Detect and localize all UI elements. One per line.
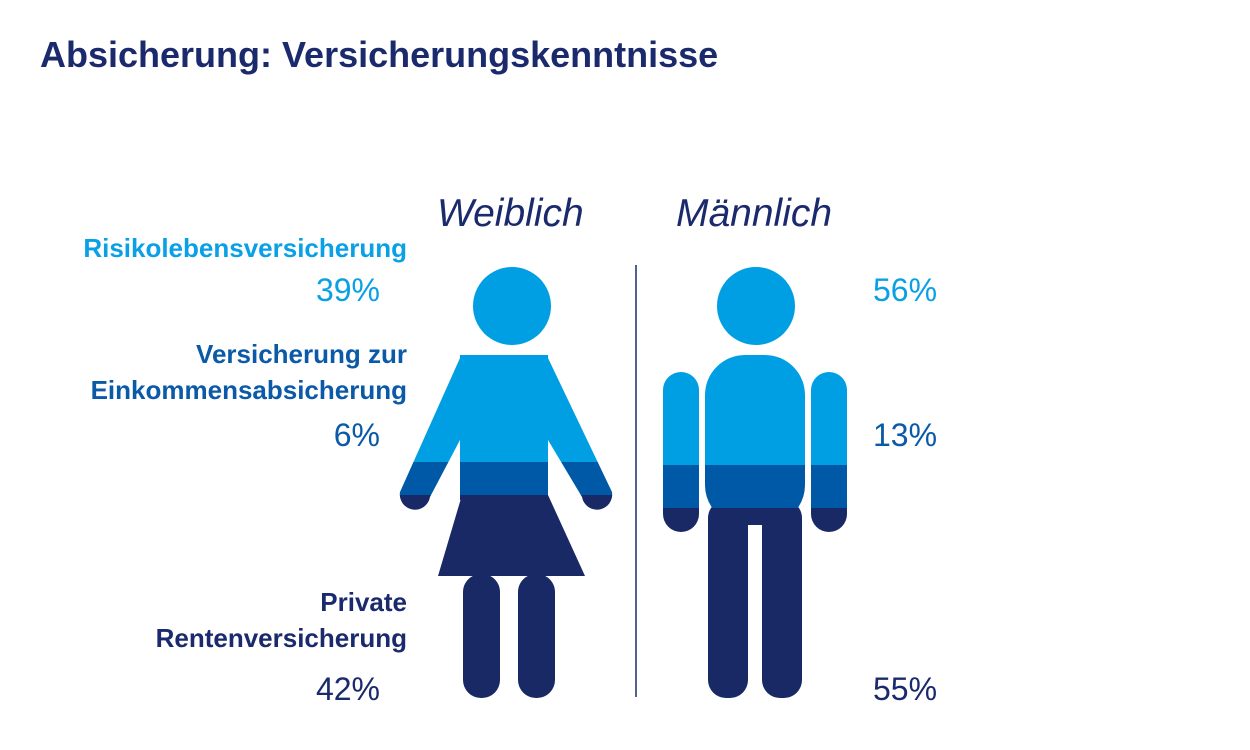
value-label-weiblich-rente: 42% [315, 671, 380, 707]
category-label-rente: Private Rentenversicherung [156, 584, 407, 656]
woman-band-einkommen [399, 462, 613, 495]
column-header-maennlich: Männlich [676, 192, 833, 235]
category-label-line: Private [320, 587, 407, 617]
category-label-risikoleben: Risikolebensversicherung [83, 230, 407, 266]
man-band-einkommen [663, 465, 847, 508]
category-label-line: Einkommensabsicherung [90, 375, 407, 405]
man-band-rente [663, 508, 847, 698]
value-label-weiblich-einkommen: 6% [333, 417, 380, 453]
value-label-maennlich-einkommen: 13% [873, 417, 938, 453]
category-label-line: Versicherung zur [196, 339, 407, 369]
man-head [717, 267, 795, 345]
value-label-maennlich-rente: 55% [873, 671, 938, 707]
woman-band-risikoleben [399, 355, 613, 462]
category-label-line: Rentenversicherung [155, 623, 407, 653]
column-header-weiblich: Weiblich [437, 192, 584, 235]
value-label-weiblich-risikoleben: 39% [315, 272, 380, 308]
category-label-einkommen: Versicherung zur Einkommensabsicherung [91, 336, 407, 408]
woman-band-rente [399, 495, 613, 698]
page-title: Absicherung: Versicherungskenntnisse [40, 34, 719, 75]
value-label-maennlich-risikoleben: 56% [873, 272, 938, 308]
woman-head [473, 267, 551, 345]
category-label-line: Risikolebensversicherung [83, 233, 407, 263]
man-band-risikoleben [663, 355, 847, 465]
